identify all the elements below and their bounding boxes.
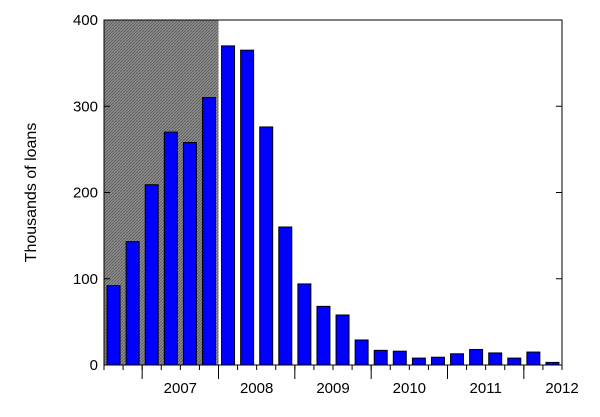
bar	[469, 348, 484, 366]
bar	[259, 126, 274, 366]
bar	[297, 283, 312, 366]
bar	[507, 357, 522, 366]
bar	[392, 350, 407, 366]
y-axis: 0 100 200 300 400	[73, 12, 562, 374]
y-axis-title: Thousands of loans	[23, 123, 40, 263]
y-tick-label: 0	[90, 357, 98, 374]
bar	[278, 226, 293, 366]
bar	[163, 131, 178, 366]
bar	[354, 339, 369, 366]
bar	[430, 356, 445, 366]
bar	[373, 349, 388, 366]
x-year-label: 2011	[470, 380, 502, 397]
x-year-label: 2008	[240, 380, 273, 397]
bar	[182, 141, 197, 366]
bar	[144, 184, 159, 366]
bar	[316, 305, 331, 366]
x-axis: 2007 2008 2009 2010 2011 2012	[103, 365, 579, 397]
bar	[488, 352, 503, 366]
x-year-label: 2009	[316, 380, 349, 397]
y-tick-label: 200	[73, 185, 98, 202]
y-tick-label: 100	[73, 271, 98, 288]
y-tick-label: 400	[73, 12, 98, 29]
bar	[221, 45, 236, 366]
bar	[450, 353, 465, 366]
x-year-label: 2010	[393, 380, 426, 397]
bar	[335, 314, 350, 366]
bar	[411, 357, 426, 366]
bar	[106, 285, 121, 366]
bar	[526, 351, 541, 366]
y-tick-label: 300	[73, 98, 98, 115]
bar	[240, 49, 255, 366]
shaded-region	[104, 20, 219, 365]
bars	[106, 45, 560, 366]
bar	[125, 241, 140, 366]
bar	[201, 97, 216, 366]
x-year-label: 2007	[164, 380, 197, 397]
shaded-period	[104, 20, 219, 365]
x-year-label: 2012	[545, 380, 578, 397]
